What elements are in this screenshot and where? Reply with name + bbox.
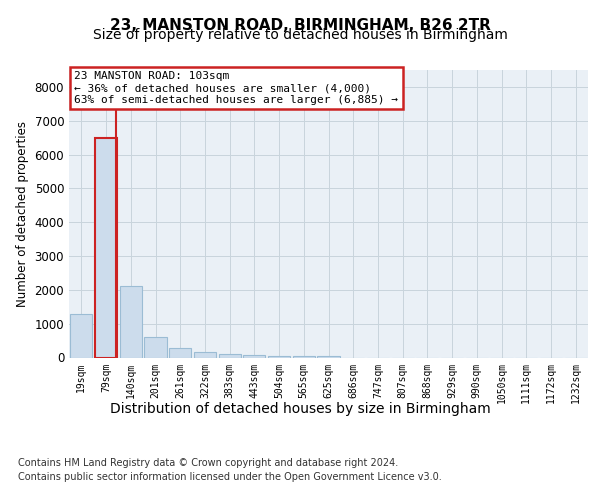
Bar xyxy=(70,314,92,358)
Bar xyxy=(119,286,142,358)
Bar xyxy=(243,355,265,358)
Text: Contains HM Land Registry data © Crown copyright and database right 2024.: Contains HM Land Registry data © Crown c… xyxy=(18,458,398,468)
Text: Size of property relative to detached houses in Birmingham: Size of property relative to detached ho… xyxy=(92,28,508,42)
Text: 23 MANSTON ROAD: 103sqm
← 36% of detached houses are smaller (4,000)
63% of semi: 23 MANSTON ROAD: 103sqm ← 36% of detache… xyxy=(74,72,398,104)
Bar xyxy=(293,356,315,358)
Text: 23, MANSTON ROAD, BIRMINGHAM, B26 2TR: 23, MANSTON ROAD, BIRMINGHAM, B26 2TR xyxy=(110,18,490,32)
Bar xyxy=(194,352,216,358)
Bar xyxy=(169,348,191,358)
Bar xyxy=(317,356,340,358)
Bar xyxy=(218,354,241,358)
Text: Distribution of detached houses by size in Birmingham: Distribution of detached houses by size … xyxy=(110,402,490,416)
Text: Contains public sector information licensed under the Open Government Licence v3: Contains public sector information licen… xyxy=(18,472,442,482)
Bar xyxy=(95,138,117,358)
Y-axis label: Number of detached properties: Number of detached properties xyxy=(16,120,29,306)
Bar xyxy=(145,337,167,357)
Bar xyxy=(268,356,290,358)
